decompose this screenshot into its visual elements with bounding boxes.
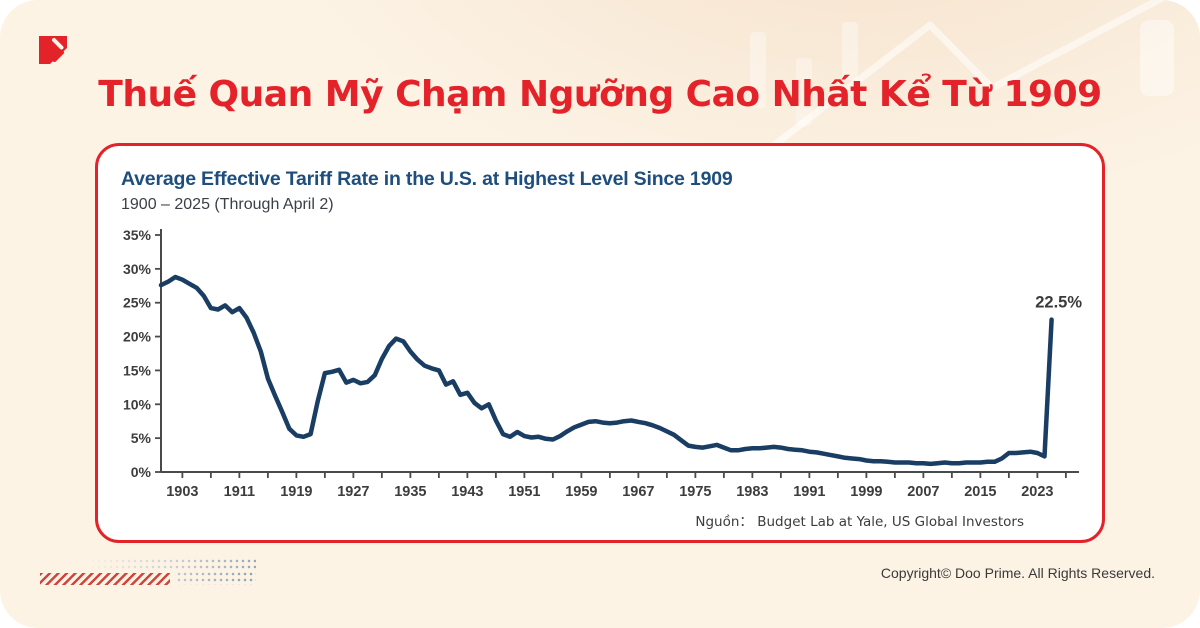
tariff-rate-line-chart: 0% 5% 10% 15% 20% 25% 30% 35% 1903 1911 1919 1927 19… — [123, 227, 1082, 500]
svg-text:15%: 15% — [123, 362, 152, 378]
svg-text:1983: 1983 — [736, 484, 768, 500]
svg-text:10%: 10% — [123, 396, 152, 412]
svg-text:1991: 1991 — [793, 484, 825, 500]
svg-text:1919: 1919 — [280, 484, 312, 500]
svg-text:20%: 20% — [123, 329, 152, 345]
doo-prime-logo-icon — [39, 36, 67, 64]
dot-pattern-decoration — [176, 571, 256, 585]
svg-text:5%: 5% — [131, 430, 152, 446]
svg-text:1975: 1975 — [679, 484, 711, 500]
svg-text:1951: 1951 — [508, 484, 540, 500]
svg-text:1999: 1999 — [850, 484, 882, 500]
chart-card: Average Effective Tariff Rate in the U.S… — [95, 143, 1105, 543]
chart-subtitle: 1900 – 2025 (Through April 2) — [121, 196, 334, 213]
svg-text:30%: 30% — [123, 261, 152, 277]
chart-annotation: 22.5% — [1035, 294, 1082, 312]
svg-text:1943: 1943 — [451, 484, 483, 500]
svg-text:1911: 1911 — [224, 484, 255, 500]
svg-text:2007: 2007 — [907, 484, 939, 500]
source-note: Nguồn： Budget Lab at Yale, US Global Inv… — [695, 510, 1024, 530]
page-title: Thuế Quan Mỹ Chạm Ngưỡng Cao Nhất Kể Từ … — [98, 74, 1102, 115]
svg-text:1927: 1927 — [337, 484, 369, 500]
svg-text:1935: 1935 — [394, 484, 426, 500]
svg-text:25%: 25% — [123, 295, 152, 311]
svg-text:35%: 35% — [123, 227, 152, 243]
svg-text:1967: 1967 — [622, 484, 654, 500]
svg-text:1903: 1903 — [166, 484, 198, 500]
svg-text:1959: 1959 — [565, 484, 597, 500]
svg-text:2023: 2023 — [1021, 484, 1053, 500]
svg-text:2015: 2015 — [964, 484, 996, 500]
hatched-bar-decoration — [40, 573, 170, 585]
dot-pattern-decoration — [84, 558, 256, 571]
source-label: Nguồn： — [695, 514, 753, 530]
chart-title: Average Effective Tariff Rate in the U.S… — [121, 168, 733, 190]
source-text: Budget Lab at Yale, US Global Investors — [757, 514, 1024, 530]
svg-text:0%: 0% — [131, 464, 152, 480]
copyright-text: Copyright© Doo Prime. All Rights Reserve… — [880, 565, 1155, 581]
